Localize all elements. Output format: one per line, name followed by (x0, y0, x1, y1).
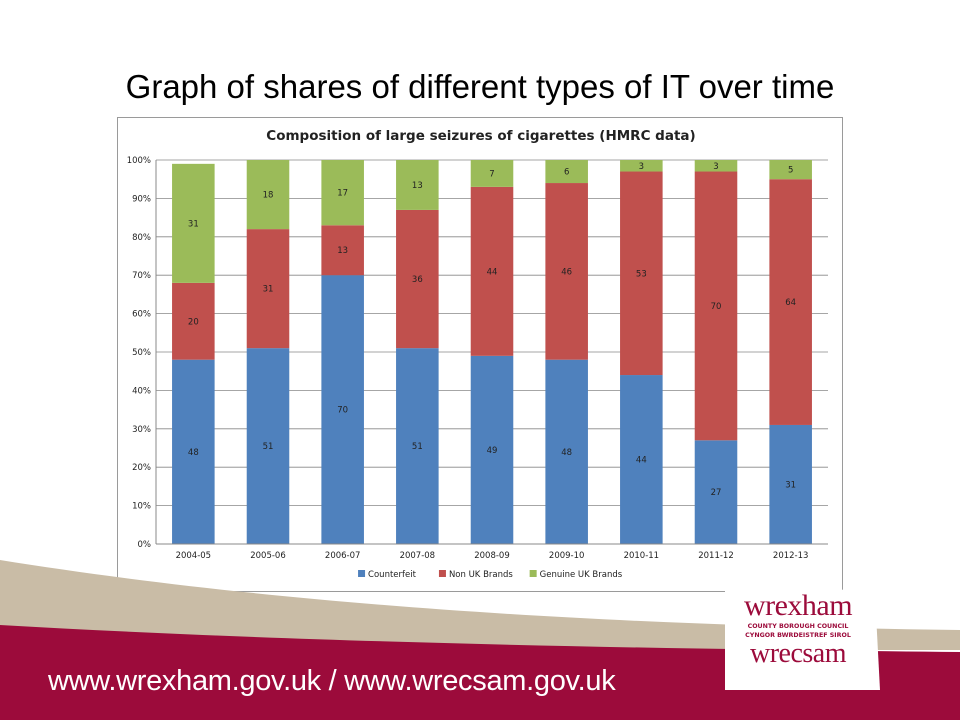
data-label: 49 (487, 446, 498, 456)
bar-segment (246, 229, 290, 349)
data-label: 48 (188, 448, 199, 458)
x-tick-label: 2011-12 (698, 551, 734, 561)
bar-segment (694, 171, 738, 441)
y-tick-label: 30% (132, 425, 151, 435)
x-tick-label: 2004-05 (176, 551, 212, 561)
data-label: 18 (263, 191, 274, 201)
y-tick-label: 80% (132, 233, 151, 243)
bar-segment (470, 186, 514, 356)
bar-segment (396, 160, 439, 210)
legend-label: Genuine UK Brands (540, 570, 623, 580)
data-label: 70 (337, 406, 348, 416)
bar-segment (321, 225, 364, 276)
bar-segment (620, 375, 663, 544)
bar-segment (694, 440, 738, 544)
data-label: 53 (636, 269, 647, 279)
data-label: 17 (337, 189, 348, 199)
bars-layer (172, 160, 812, 544)
bar-segment (321, 275, 364, 544)
data-label: 44 (487, 267, 498, 277)
axis-layer: 0% 10% 20% 30% 40% 50% 60% 70% 80% 90% 100% 2004-05… (127, 156, 828, 561)
chart-title: Composition of large seizures of cigaret… (266, 128, 696, 144)
bar-segment (769, 424, 812, 544)
data-label: 64 (785, 298, 796, 308)
bar-segment (172, 282, 215, 360)
footer-band (0, 560, 960, 720)
data-label: 70 (711, 302, 722, 312)
bar-segment (172, 359, 215, 544)
bar-segment (545, 359, 588, 544)
data-label: 51 (263, 442, 274, 452)
bar-segment (769, 160, 812, 180)
y-tick-label: 90% (132, 194, 151, 204)
y-tick-label: 70% (132, 271, 151, 281)
x-tick-label: 2006-07 (325, 551, 361, 561)
bar-segment (246, 160, 290, 230)
bar-segment (246, 348, 290, 544)
bar-segment (694, 160, 738, 172)
bar-segment (396, 209, 439, 349)
y-tick-label: 0% (138, 540, 152, 550)
bar-segment (769, 179, 812, 425)
logo-wordmark: wrexham (743, 589, 853, 622)
x-tick-label: 2008-09 (474, 551, 510, 561)
data-label: 5 (788, 166, 793, 176)
data-label: 44 (636, 456, 647, 466)
footer-beige-band (0, 560, 960, 650)
x-tick-label: 2010-11 (624, 551, 660, 561)
data-label: 46 (561, 267, 572, 277)
y-tick-label: 100% (127, 156, 151, 166)
footer-crimson-area (0, 625, 960, 720)
data-label: 48 (561, 448, 572, 458)
data-label: 31 (785, 480, 796, 490)
data-label: 3 (713, 162, 718, 172)
bar-segment (545, 183, 588, 360)
data-label: 36 (412, 275, 423, 285)
logo-subtitle-english: COUNTY BOROUGH COUNCIL (747, 623, 849, 630)
data-label: 51 (412, 442, 423, 452)
logo-subtitle-welsh: CYNGOR BWRDEISTREF SIROL (745, 632, 851, 639)
legend-label: Non UK Brands (449, 570, 513, 580)
data-label: 7 (489, 169, 494, 179)
data-label: 3 (639, 162, 644, 172)
legend-layer: Counterfeit Non UK Brands Genuine UK Brand… (358, 570, 623, 580)
x-tick-label: 2005-06 (250, 551, 286, 561)
legend-swatch (529, 570, 537, 577)
data-label: 31 (263, 285, 274, 295)
data-label: 13 (337, 246, 348, 256)
bar-segment (620, 160, 663, 172)
bar-segment (470, 160, 514, 187)
labels-layer: 4820315131187013175136134944748466445332… (188, 162, 796, 498)
bar-segment (470, 355, 514, 544)
y-tick-label: 50% (132, 348, 151, 358)
slide-title: Graph of shares of different types of IT… (125, 68, 835, 105)
y-tick-label: 60% (132, 310, 151, 320)
logo-wordmark-welsh: wrecsam (749, 638, 847, 669)
data-label: 6 (564, 168, 569, 178)
data-label: 13 (412, 181, 423, 191)
legend-swatch (358, 570, 366, 577)
chart-svg: 4820315131187013175136134944748466445332… (127, 156, 828, 580)
y-tick-label: 20% (132, 463, 151, 473)
council-logo: wrexham COUNTY BOROUGH COUNCIL CYNGOR BW… (718, 585, 878, 705)
legend-swatch (438, 570, 446, 577)
x-tick-label: 2007-08 (400, 551, 436, 561)
y-tick-label: 40% (132, 386, 151, 396)
bar-segment (620, 171, 663, 376)
logo-background (725, 586, 880, 690)
data-label: 27 (711, 488, 722, 498)
chart-frame: Composition of large seizures of cigaret… (117, 117, 843, 592)
bar-segment (172, 163, 215, 283)
bar-segment (396, 348, 439, 544)
y-tick-label: 10% (132, 502, 151, 512)
data-label: 20 (188, 317, 199, 327)
legend-label: Counterfeit (368, 570, 417, 580)
x-tick-label: 2012-13 (773, 551, 809, 561)
bar-segment (545, 160, 588, 184)
data-label: 31 (188, 219, 199, 229)
x-tick-label: 2009-10 (549, 551, 585, 561)
footer-url[interactable]: www.wrexham.gov.uk / www.wrecsam.gov.uk (48, 665, 616, 697)
bar-segment (321, 160, 364, 226)
